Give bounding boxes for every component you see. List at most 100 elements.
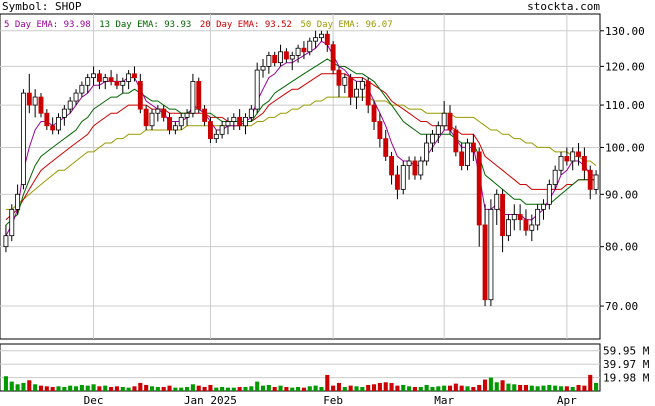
- candle-body: [120, 81, 126, 86]
- volume-bars: [3, 374, 599, 391]
- price-tick-label: 120.00: [605, 60, 645, 73]
- volume-bar: [477, 384, 482, 391]
- volume-bar: [126, 387, 131, 391]
- volume-bar: [564, 386, 569, 391]
- volume-bar: [518, 384, 523, 391]
- candle-body: [465, 142, 470, 166]
- candle-body: [283, 51, 289, 60]
- candle-body: [529, 224, 535, 231]
- volume-bar: [196, 385, 201, 391]
- volume-bar: [541, 385, 546, 391]
- volume-bar: [453, 383, 458, 391]
- volume-bar: [430, 386, 435, 391]
- volume-bar: [418, 386, 423, 391]
- volume-axis: 59.95 M39.97 M19.98 M: [603, 345, 650, 385]
- candlesticks: [3, 30, 599, 307]
- candle-body: [126, 73, 132, 82]
- candle-body: [389, 156, 395, 176]
- ema13-line: [5, 58, 597, 226]
- candle-body: [307, 40, 313, 53]
- candle-body: [313, 37, 319, 42]
- ema20-line: [5, 73, 597, 221]
- candle-body: [278, 51, 283, 64]
- volume-tick-label: 19.98 M: [603, 372, 650, 385]
- candle-body: [365, 81, 371, 106]
- volume-bar: [401, 384, 406, 391]
- volume-bar: [576, 384, 581, 391]
- volume-bar: [138, 382, 143, 391]
- candle-body: [61, 108, 67, 118]
- volume-bar: [167, 385, 172, 391]
- candle-body: [377, 121, 383, 140]
- candle-body: [330, 44, 336, 71]
- candle-body: [494, 193, 500, 210]
- ema-legend-item: 50 Day EMA: 96.07: [301, 20, 393, 30]
- volume-bar: [109, 386, 114, 391]
- volume-bar: [395, 385, 400, 391]
- volume-bar: [383, 382, 388, 391]
- candle-body: [564, 156, 570, 162]
- candle-body: [394, 174, 400, 190]
- candle-body: [558, 156, 564, 171]
- candle-body: [272, 54, 278, 64]
- volume-bar: [220, 386, 225, 391]
- candle-body: [32, 96, 38, 106]
- candle-body: [319, 33, 324, 39]
- volume-bar: [38, 385, 44, 391]
- candle-body: [435, 125, 441, 135]
- candle-body: [213, 133, 219, 140]
- ema-legend-item: 20 Day EMA: 93.52: [200, 20, 292, 30]
- volume-bar: [594, 382, 599, 391]
- volume-bar: [447, 385, 453, 391]
- price-tick-label: 130.00: [605, 25, 645, 38]
- candle-body: [202, 108, 208, 122]
- volume-bar: [471, 386, 476, 391]
- candle-body: [418, 160, 424, 176]
- volume-bar: [278, 385, 283, 391]
- volume-bar: [243, 386, 248, 391]
- volume-bar: [179, 387, 184, 391]
- volume-bar: [249, 386, 254, 391]
- volume-bar: [436, 386, 441, 391]
- volume-bar: [91, 384, 96, 391]
- volume-bar: [15, 384, 20, 391]
- candle-body: [102, 77, 108, 82]
- volume-bar: [173, 387, 178, 391]
- volume-bar: [120, 386, 125, 391]
- candle-body: [453, 129, 459, 153]
- volume-bar: [506, 383, 511, 391]
- candle-body: [260, 65, 266, 71]
- candle-body: [137, 81, 143, 110]
- candle-body: [237, 116, 243, 127]
- candle-body: [85, 77, 91, 86]
- candle-body: [295, 47, 301, 56]
- volume-bar: [535, 386, 540, 391]
- volume-bar: [500, 380, 505, 391]
- candle-body: [172, 125, 178, 131]
- ema-legend-item: 5 Day EMA: 93.98: [4, 20, 91, 30]
- volume-bar: [85, 385, 90, 391]
- candle-body: [348, 77, 354, 98]
- volume-tick-label: 39.97 M: [603, 358, 650, 371]
- volume-bar: [377, 382, 382, 391]
- volume-bar: [62, 386, 67, 391]
- x-tick-label: Dec: [84, 394, 104, 406]
- volume-bar: [488, 377, 493, 391]
- price-tick-label: 70.00: [605, 300, 638, 313]
- volume-bar: [296, 386, 301, 391]
- volume-bar: [407, 386, 412, 391]
- volume-bar: [389, 382, 394, 391]
- candle-body: [505, 219, 511, 237]
- candle-body: [552, 169, 558, 185]
- volume-bar: [301, 387, 306, 391]
- volume-bar: [360, 386, 365, 391]
- x-tick-label: Jan 2025: [184, 394, 237, 406]
- volume-bar: [68, 385, 73, 391]
- volume-bar: [202, 386, 207, 391]
- candle-body: [359, 81, 365, 90]
- volume-bar: [9, 381, 14, 391]
- volume-bar: [483, 379, 488, 391]
- volume-bar: [225, 387, 231, 391]
- candle-body: [149, 112, 155, 127]
- volume-tick-label: 59.95 M: [603, 345, 650, 358]
